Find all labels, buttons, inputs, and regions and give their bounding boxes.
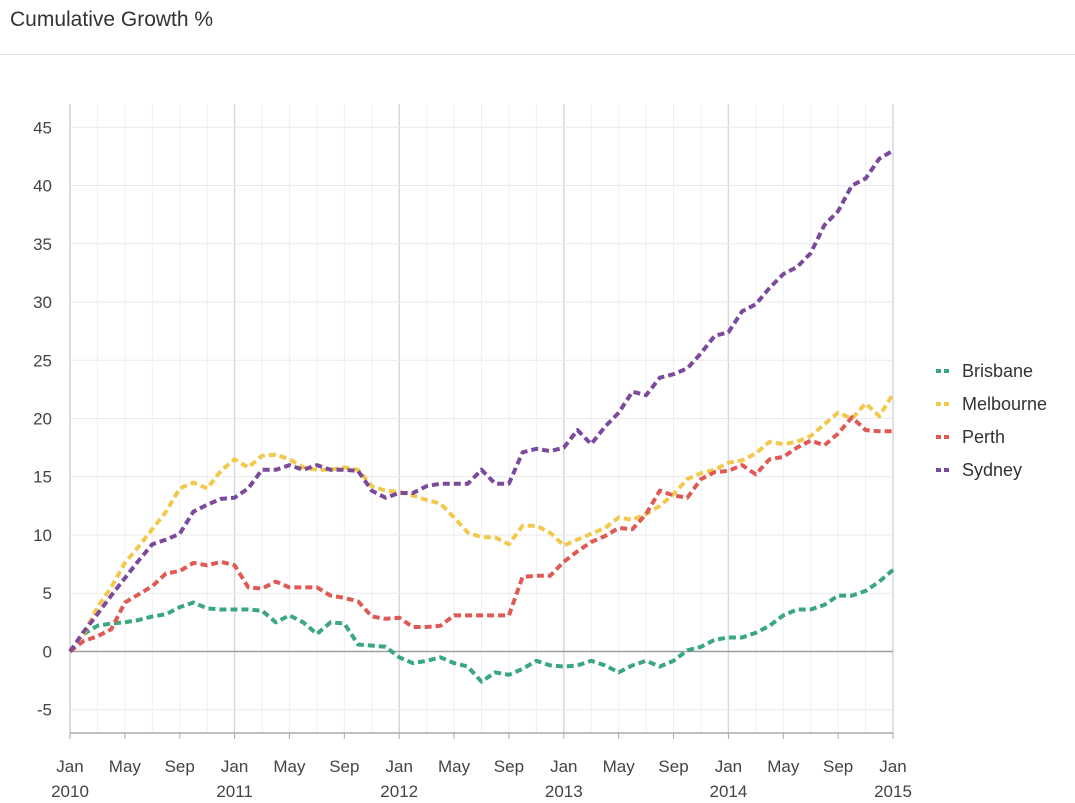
y-tick-label: 30 bbox=[33, 293, 52, 312]
x-tick-label: Sep bbox=[658, 757, 688, 776]
x-tick-year-label: 2012 bbox=[380, 782, 418, 801]
x-tick-label: Jan bbox=[715, 757, 742, 776]
y-tick-label: 40 bbox=[33, 177, 52, 196]
y-tick-label: 20 bbox=[33, 410, 52, 429]
y-tick-label: 5 bbox=[43, 584, 52, 603]
legend-label-sydney: Sydney bbox=[962, 460, 1022, 480]
x-tick-label: Sep bbox=[165, 757, 195, 776]
x-tick-year-label: 2011 bbox=[216, 782, 253, 801]
y-tick-label: 25 bbox=[33, 351, 52, 370]
y-tick-label: 35 bbox=[33, 235, 52, 254]
y-tick-label: 45 bbox=[33, 118, 52, 137]
x-tick-year-label: 2013 bbox=[545, 782, 583, 801]
x-tick-label: Sep bbox=[329, 757, 359, 776]
series-line-brisbane bbox=[68, 568, 895, 684]
x-tick-label: May bbox=[767, 757, 800, 776]
x-tick-label: Jan bbox=[385, 757, 412, 776]
x-tick-year-label: 2010 bbox=[51, 782, 89, 801]
y-tick-label: 10 bbox=[33, 526, 52, 545]
grid bbox=[69, 104, 894, 733]
page-title: Cumulative Growth % bbox=[10, 8, 214, 31]
x-tick-label: Sep bbox=[494, 757, 524, 776]
x-tick-label: May bbox=[273, 757, 306, 776]
x-tick-label: May bbox=[109, 757, 142, 776]
y-tick-label: -5 bbox=[37, 701, 52, 720]
x-tick-label: May bbox=[438, 757, 471, 776]
legend-label-perth: Perth bbox=[962, 427, 1005, 447]
y-tick-label: 15 bbox=[33, 468, 52, 487]
x-tick-label: Sep bbox=[823, 757, 853, 776]
x-tick-label: Jan bbox=[879, 757, 906, 776]
y-tick-label: 0 bbox=[43, 642, 52, 661]
x-tick-label: Jan bbox=[221, 757, 248, 776]
series-line-perth bbox=[68, 415, 893, 654]
page-header: Cumulative Growth % bbox=[0, 0, 1075, 55]
x-tick-year-label: 2014 bbox=[709, 782, 747, 801]
x-tick-label: Jan bbox=[550, 757, 577, 776]
legend-label-brisbane: Brisbane bbox=[962, 361, 1033, 381]
x-tick-year-label: 2015 bbox=[874, 782, 912, 801]
series-line-sydney bbox=[68, 148, 895, 653]
legend-label-melbourne: Melbourne bbox=[962, 394, 1047, 414]
x-tick-label: May bbox=[603, 757, 636, 776]
x-tick-label: Jan bbox=[56, 757, 83, 776]
